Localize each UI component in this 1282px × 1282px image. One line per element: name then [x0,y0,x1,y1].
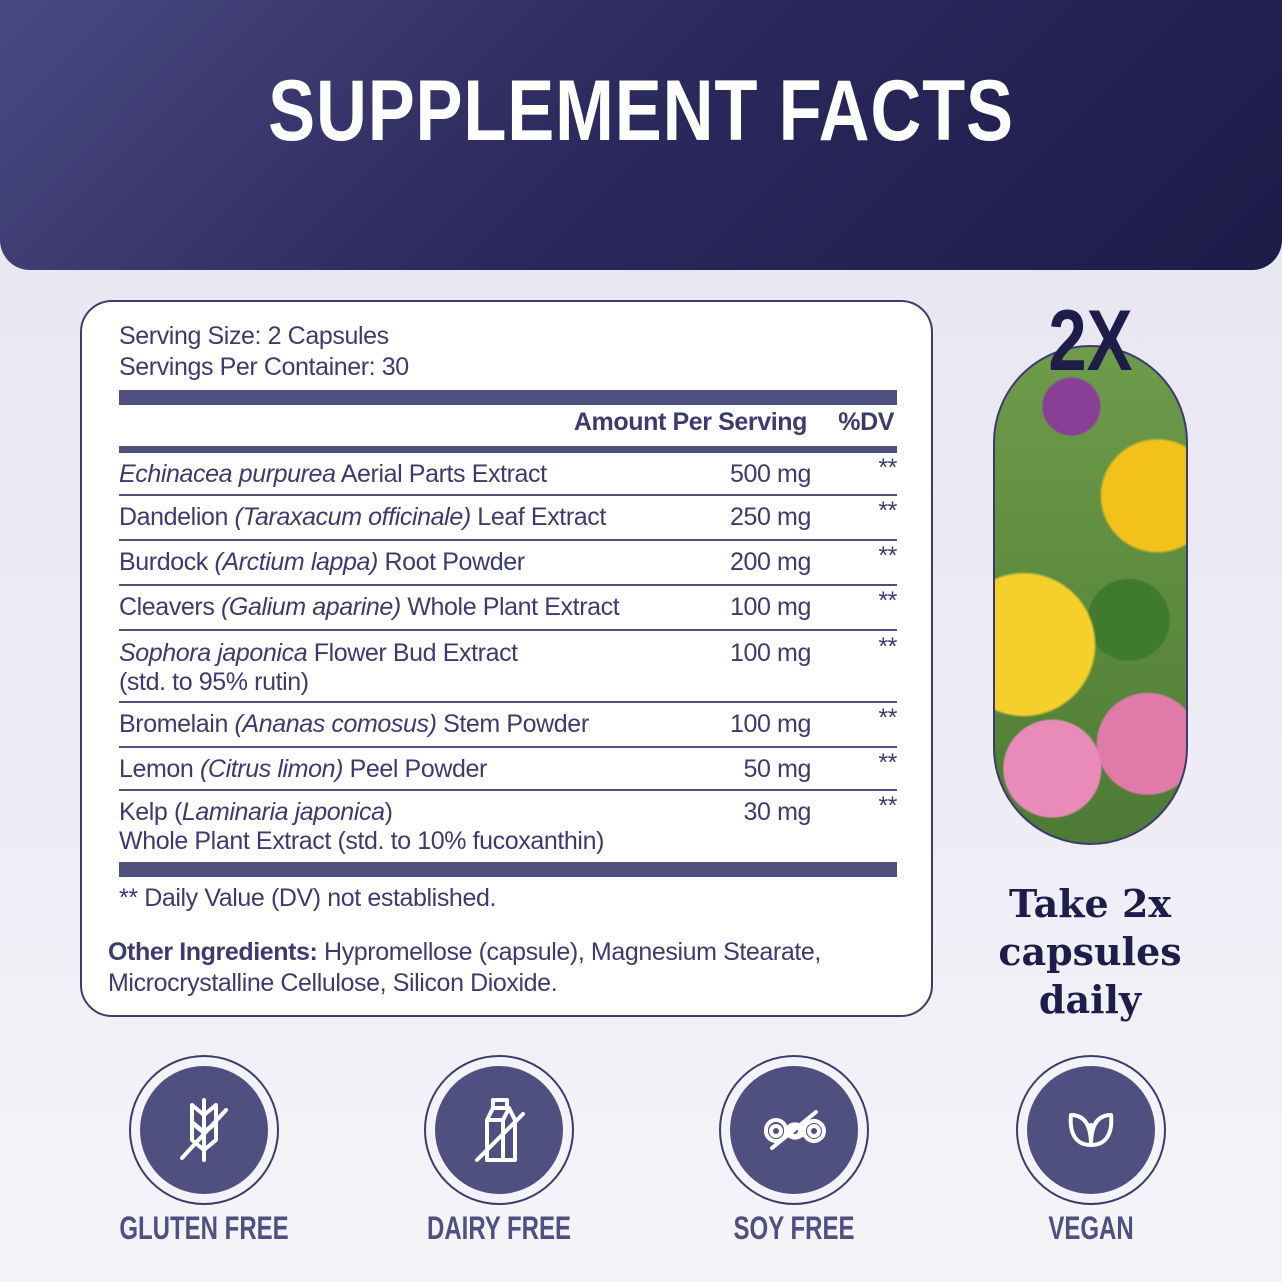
ingredient-amount: 30 mg [743,798,812,826]
latin-name: (Galium aparine) [221,593,401,621]
capsule-herbs-image [993,345,1188,845]
ingredient-amount: 100 mg [730,639,811,667]
ingredient-dv: ** [878,633,897,661]
ingredient-name: Lemon (Citrus limon) Peel Powder [119,755,487,784]
ingredient-detail: (std. to 95% rutin) [119,668,309,696]
ingredient-dv: ** [878,749,897,777]
divider-thick [119,390,897,405]
divider-medium [119,446,897,453]
latin-name: Laminaria japonica [181,798,385,826]
dose-badge: 2X [1048,293,1133,389]
name-part: Leaf Extract [470,503,606,531]
name-part: Peel Powder [343,755,488,783]
ingredient-name: Echinacea purpurea Aerial Parts Extract [119,460,547,489]
ingredient-amount: 200 mg [730,548,811,576]
badge-label: SOY FREE [733,1210,855,1246]
latin-name: (Ananas comosus) [234,710,437,738]
name-part: Flower Bud Extract [307,639,518,667]
ingredient-dv: ** [878,704,897,732]
other-ingredients: Other Ingredients: Hypromellose (capsule… [108,938,821,967]
badge-label: DAIRY FREE [426,1210,572,1246]
latin-name: (Citrus limon) [200,755,344,783]
ingredient-name: Dandelion (Taraxacum officinale) Leaf Ex… [119,503,606,532]
row-divider [119,539,897,541]
soybean-crossed-icon [763,1110,826,1150]
badge-dairy-free [424,1055,574,1205]
ingredient-amount: 500 mg [730,460,811,488]
name-part: Dandelion [119,503,235,531]
row-divider [119,701,897,703]
ingredient-amount: 100 mg [730,593,811,621]
ingredient-name: Burdock (Arctium lappa) Root Powder [119,548,525,577]
row-divider [119,746,897,748]
badge-label: VEGAN [1048,1210,1134,1246]
leaf-icon [1068,1113,1114,1147]
row-divider [119,584,897,586]
other-ingredients-text: Hypromellose (capsule), Magnesium Steara… [317,938,821,966]
dose-line: Take 2x [1008,881,1172,926]
name-part: Kelp ( [119,798,182,826]
badge-label: GLUTEN FREE [119,1210,289,1246]
page-title: SUPPLEMENT FACTS [268,63,1014,159]
name-part: ) [384,798,393,826]
ingredient-dv: ** [878,542,897,570]
footnote: ** Daily Value (DV) not established. [119,884,496,912]
name-part: Stem Powder [436,710,589,738]
badge-gluten-free [129,1055,279,1205]
row-divider [119,629,897,631]
wheat-crossed-icon [180,1098,228,1162]
ingredient-amount: 50 mg [743,755,812,783]
ingredient-amount: 250 mg [730,503,811,531]
ingredient-name: Cleavers (Galium aparine) Whole Plant Ex… [119,593,620,622]
name-part: Burdock [119,548,215,576]
latin-name: Sophora japonica [119,639,308,667]
ingredient-name: Bromelain (Ananas comosus) Stem Powder [119,710,589,739]
ingredient-detail: Whole Plant Extract (std. to 10% fucoxan… [119,827,605,855]
serving-size: Serving Size: 2 Capsules [119,322,389,350]
ingredient-dv: ** [878,792,897,820]
supplement-facts-panel: Serving Size: 2 Capsules Servings Per Co… [80,300,933,1017]
dose-line: capsules [998,929,1182,974]
servings-per-container: Servings Per Container: 30 [119,353,409,381]
dose-instructions: Take 2x capsules daily [990,880,1190,1024]
ingredient-dv: ** [878,497,897,525]
name-part: Aerial Parts Extract [335,460,547,488]
badge-soy-free [719,1055,869,1205]
milk-carton-crossed-icon [475,1098,525,1162]
other-ingredients-text-2: Microcrystalline Cellulose, Silicon Diox… [108,969,558,997]
ingredient-dv: ** [878,454,897,482]
name-part: Bromelain [119,710,235,738]
badge-vegan [1016,1055,1166,1205]
ingredient-name: Sophora japonica Flower Bud Extract (std.… [119,639,518,697]
header-banner: SUPPLEMENT FACTS [0,0,1282,270]
latin-name: (Arctium lappa) [214,548,378,576]
name-part: Lemon [119,755,200,783]
dv-header: %DV [838,408,894,436]
dose-line: daily [1038,977,1142,1022]
ingredient-name: Kelp (Laminaria japonica) Whole Plant Ext… [119,798,604,856]
amount-header: Amount Per Serving [573,408,808,436]
row-divider [119,494,897,496]
name-part: Root Powder [377,548,526,576]
divider-thick [119,862,897,877]
ingredient-dv: ** [878,587,897,615]
other-ingredients-label: Other Ingredients: [108,938,318,966]
latin-name: (Taraxacum officinale) [234,503,472,531]
ingredient-amount: 100 mg [730,710,811,738]
name-part: Cleavers [119,593,221,621]
name-part: Whole Plant Extract [400,593,620,621]
latin-name: Echinacea purpurea [119,460,336,488]
row-divider [119,789,897,791]
